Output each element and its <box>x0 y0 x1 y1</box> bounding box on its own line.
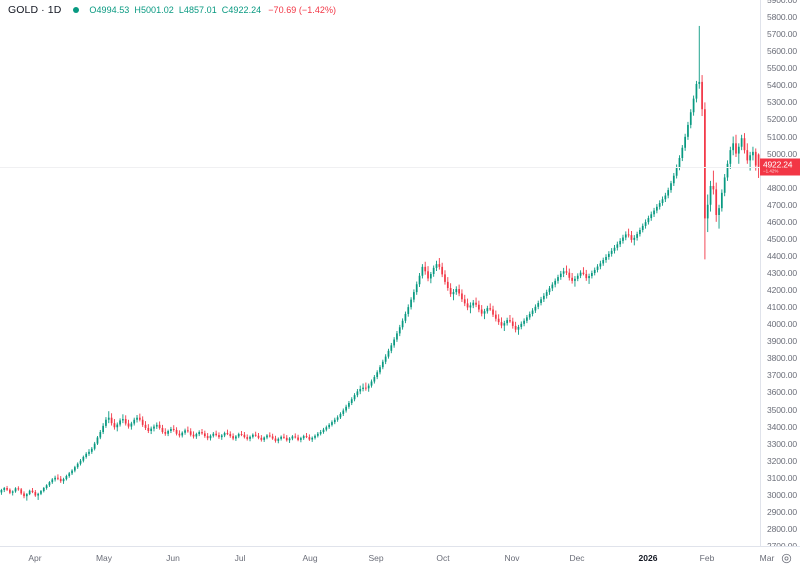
chart-plot-area[interactable] <box>0 0 760 546</box>
time-tick-label: Apr <box>28 553 42 563</box>
price-tick-label: 5300.00 <box>766 97 797 108</box>
time-tick-label: May <box>95 553 113 563</box>
price-tick-label: 5600.00 <box>766 46 797 57</box>
price-tick-label: 5500.00 <box>766 63 797 74</box>
time-tick-label: Jun <box>166 553 180 563</box>
price-scale[interactable]: 4922.24 −1.42% 5900.00 5800.00 5700.00 5600… <box>760 0 800 551</box>
time-scale[interactable]: Apr May Jun Jul Aug Sep Oct Nov Dec 2026 Feb Mar <box>0 546 800 572</box>
time-tick-label: 2026 <box>638 553 658 563</box>
price-tick-label: 3100.00 <box>766 472 797 483</box>
price-tick-label: 3800.00 <box>766 353 797 364</box>
price-tick-label: 3200.00 <box>766 455 797 466</box>
price-tick-label: 5000.00 <box>766 148 797 159</box>
price-tick-label: 5900.00 <box>766 0 797 5</box>
time-tick-label: Sep <box>368 553 384 563</box>
price-tick-label: 3700.00 <box>766 370 797 381</box>
price-tick-label: 4600.00 <box>766 216 797 227</box>
price-tick-label: 4200.00 <box>766 285 797 296</box>
time-tick-label: Mar <box>759 553 775 563</box>
price-tick-label: 4500.00 <box>766 233 797 244</box>
time-tick-label: Feb <box>699 553 715 563</box>
price-tick-label: 5700.00 <box>766 29 797 40</box>
time-tick-label: Jul <box>234 553 246 563</box>
price-tick-label: 5100.00 <box>766 131 797 142</box>
time-tick-label: Aug <box>302 553 318 563</box>
price-tick-label: 5400.00 <box>766 80 797 91</box>
price-tick-label: 4400.00 <box>766 250 797 261</box>
price-tick-label: 3600.00 <box>766 387 797 398</box>
price-tick-label: 3400.00 <box>766 421 797 432</box>
price-tick-label: 4700.00 <box>766 199 797 210</box>
price-tick-label: 4300.00 <box>766 268 797 278</box>
clock-icon[interactable] <box>781 553 792 564</box>
time-tick-label: Nov <box>504 553 520 563</box>
current-price-badge: 4922.24 −1.42% <box>760 158 800 176</box>
price-tick-label: 5200.00 <box>766 114 797 125</box>
time-tick-label: Dec <box>569 553 585 563</box>
price-tick-label: 3000.00 <box>766 489 797 500</box>
price-tick-label: 4000.00 <box>766 319 797 330</box>
price-tick-label: 4100.00 <box>766 302 797 313</box>
current-price-line <box>0 167 760 168</box>
price-tick-label: 2800.00 <box>766 523 797 534</box>
current-price-change: −1.42% <box>763 168 779 174</box>
price-tick-label: 3500.00 <box>766 404 797 415</box>
price-tick-label: 5800.00 <box>766 12 797 23</box>
price-tick-label: 3300.00 <box>766 438 797 449</box>
current-price-value: 4922.24 <box>763 159 793 170</box>
time-tick-label: Oct <box>436 553 450 563</box>
price-tick-label: 4800.00 <box>766 182 797 193</box>
candlestick-series <box>0 25 760 501</box>
price-tick-label: 3900.00 <box>766 336 797 347</box>
price-tick-label: 2900.00 <box>766 506 797 517</box>
